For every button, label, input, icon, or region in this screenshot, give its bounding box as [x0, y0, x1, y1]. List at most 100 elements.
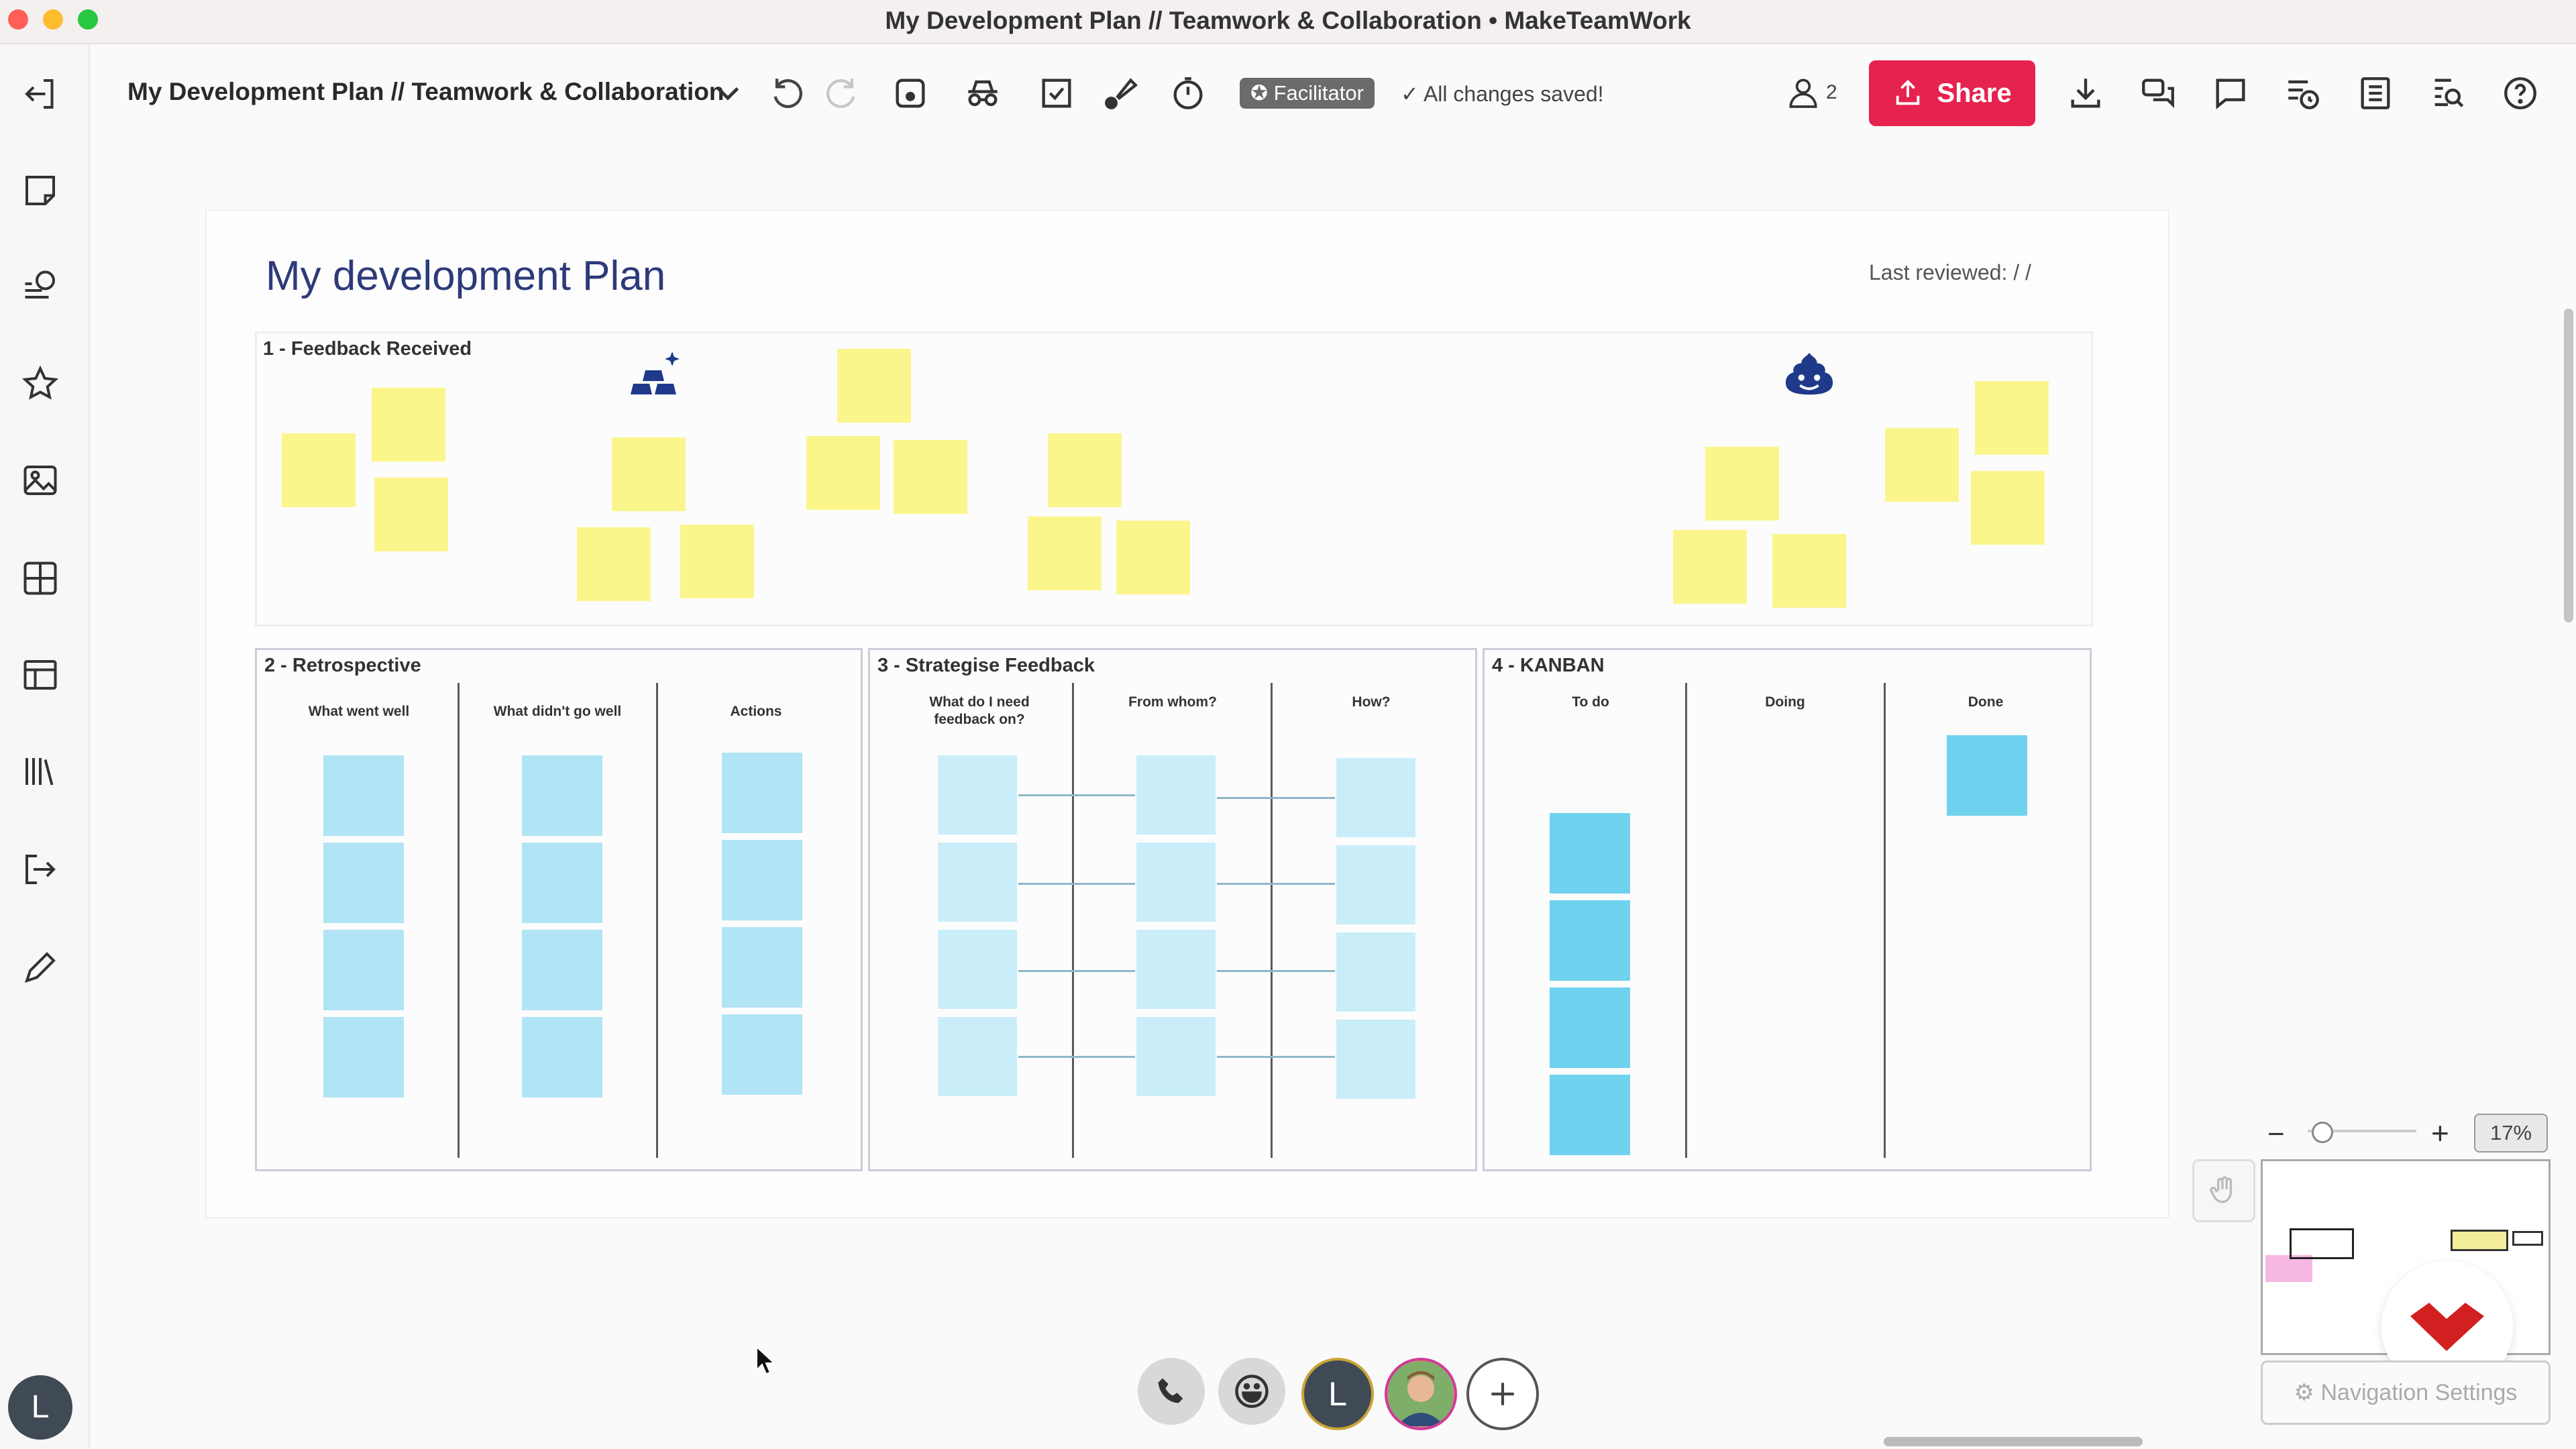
chevron-down-icon[interactable] — [704, 70, 751, 117]
connector-arrow[interactable] — [1217, 970, 1335, 972]
sticky-note[interactable] — [722, 1014, 802, 1095]
add-participant-button[interactable] — [1466, 1358, 1539, 1430]
connector-arrow[interactable] — [1217, 1056, 1335, 1058]
zoom-in-button[interactable]: + — [2431, 1116, 2449, 1150]
sticky-note[interactable] — [323, 755, 404, 836]
call-button[interactable] — [1138, 1358, 1205, 1425]
sticky-note[interactable] — [1136, 843, 1216, 922]
focus-frame-icon[interactable] — [887, 70, 934, 117]
connector-arrow[interactable] — [1018, 970, 1135, 972]
sticky-note[interactable] — [837, 349, 911, 423]
sticky-note[interactable] — [522, 843, 602, 923]
pen-icon[interactable] — [19, 946, 62, 989]
vertical-scrollbar[interactable] — [2564, 309, 2573, 623]
sticky-note[interactable] — [612, 437, 686, 511]
minimize-window-button[interactable] — [43, 9, 63, 30]
comment-board-icon[interactable] — [19, 266, 62, 309]
connector-arrow[interactable] — [1018, 883, 1135, 885]
sticky-note[interactable] — [938, 843, 1017, 922]
participant-avatar-photo[interactable] — [1385, 1358, 1457, 1430]
sticky-note[interactable] — [1947, 735, 2027, 816]
connector-arrow[interactable] — [1018, 794, 1135, 796]
chat-icon[interactable] — [2135, 70, 2182, 117]
user-avatar[interactable]: L — [8, 1375, 72, 1440]
download-icon[interactable] — [2062, 70, 2109, 117]
sticky-note[interactable] — [938, 930, 1017, 1009]
participant-avatar[interactable]: L — [1301, 1358, 1374, 1430]
sticky-note[interactable] — [722, 927, 802, 1008]
grid-icon[interactable] — [19, 557, 62, 600]
table-icon[interactable] — [19, 653, 62, 696]
history-icon[interactable] — [2279, 70, 2326, 117]
sticky-note[interactable] — [1336, 932, 1415, 1012]
board-title[interactable]: My Development Plan // Teamwork & Collab… — [127, 78, 724, 105]
sticky-note[interactable] — [722, 840, 802, 920]
image-icon[interactable] — [19, 459, 62, 502]
sticky-note[interactable] — [894, 440, 967, 514]
exit-icon[interactable] — [19, 72, 62, 115]
sticky-note[interactable] — [1028, 517, 1102, 590]
sticky-note[interactable] — [1550, 987, 1630, 1068]
sticky-note[interactable] — [374, 478, 448, 551]
sticky-note[interactable] — [577, 527, 651, 601]
sticky-note[interactable] — [680, 525, 754, 598]
reaction-button[interactable] — [1218, 1358, 1285, 1425]
close-window-button[interactable] — [8, 9, 28, 30]
participants[interactable]: 2 — [1784, 74, 1837, 111]
sticky-note[interactable] — [1885, 428, 1959, 502]
sticky-note[interactable] — [1971, 471, 2045, 545]
timer-icon[interactable] — [1165, 70, 1212, 117]
maximize-window-button[interactable] — [78, 9, 98, 30]
horizontal-scrollbar[interactable] — [1884, 1437, 2143, 1446]
sticky-note[interactable] — [522, 755, 602, 836]
sticky-note[interactable] — [1772, 534, 1846, 608]
voting-icon[interactable] — [1033, 70, 1080, 117]
zoom-out-button[interactable]: − — [2267, 1118, 2285, 1150]
sticky-note-icon[interactable] — [19, 169, 62, 212]
library-icon[interactable] — [19, 750, 62, 793]
sticky-note[interactable] — [1048, 433, 1122, 507]
sticky-note[interactable] — [938, 1017, 1017, 1096]
sticky-note[interactable] — [323, 1017, 404, 1097]
sticky-note[interactable] — [1673, 530, 1747, 604]
zoom-slider-handle[interactable] — [2312, 1122, 2333, 1143]
connector-arrow[interactable] — [1217, 797, 1335, 799]
sticky-note[interactable] — [1136, 1017, 1216, 1096]
sticky-note[interactable] — [522, 930, 602, 1010]
sticky-note[interactable] — [1550, 900, 1630, 981]
sticky-note[interactable] — [1705, 447, 1779, 521]
list-icon[interactable] — [2352, 70, 2399, 117]
sticky-note[interactable] — [282, 433, 356, 507]
redo-icon[interactable] — [817, 70, 864, 117]
search-icon[interactable] — [2424, 70, 2471, 117]
export-icon[interactable] — [19, 848, 62, 891]
facilitator-badge[interactable]: ✪ Facilitator — [1240, 78, 1375, 109]
connector-arrow[interactable] — [1217, 883, 1335, 885]
sticky-note[interactable] — [372, 388, 445, 462]
sticky-note[interactable] — [1550, 813, 1630, 894]
navigation-settings-button[interactable]: ⚙ Navigation Settings — [2261, 1360, 2551, 1425]
sticky-note[interactable] — [1136, 755, 1216, 835]
sticky-note[interactable] — [1336, 845, 1415, 924]
star-icon[interactable] — [19, 362, 62, 405]
sticky-note[interactable] — [1550, 1075, 1630, 1155]
incognito-icon[interactable] — [959, 70, 1006, 117]
sticky-note[interactable] — [1336, 1020, 1415, 1099]
share-button[interactable]: Share — [1869, 60, 2035, 126]
sticky-note[interactable] — [938, 755, 1017, 835]
zoom-slider[interactable] — [2308, 1130, 2416, 1132]
hand-tool-button[interactable] — [2192, 1159, 2255, 1222]
sticky-note[interactable] — [722, 753, 802, 833]
sticky-note[interactable] — [323, 930, 404, 1010]
sticky-note[interactable] — [806, 436, 880, 510]
comment-icon[interactable] — [2207, 70, 2254, 117]
connector-arrow[interactable] — [1018, 1056, 1135, 1058]
spotlight-icon[interactable] — [1097, 70, 1144, 117]
help-icon[interactable] — [2497, 70, 2544, 117]
sticky-note[interactable] — [1116, 521, 1190, 594]
sticky-note[interactable] — [323, 843, 404, 923]
sticky-note[interactable] — [1975, 381, 2049, 455]
undo-icon[interactable] — [765, 70, 812, 117]
sticky-note[interactable] — [1136, 930, 1216, 1009]
sticky-note[interactable] — [1336, 758, 1415, 837]
